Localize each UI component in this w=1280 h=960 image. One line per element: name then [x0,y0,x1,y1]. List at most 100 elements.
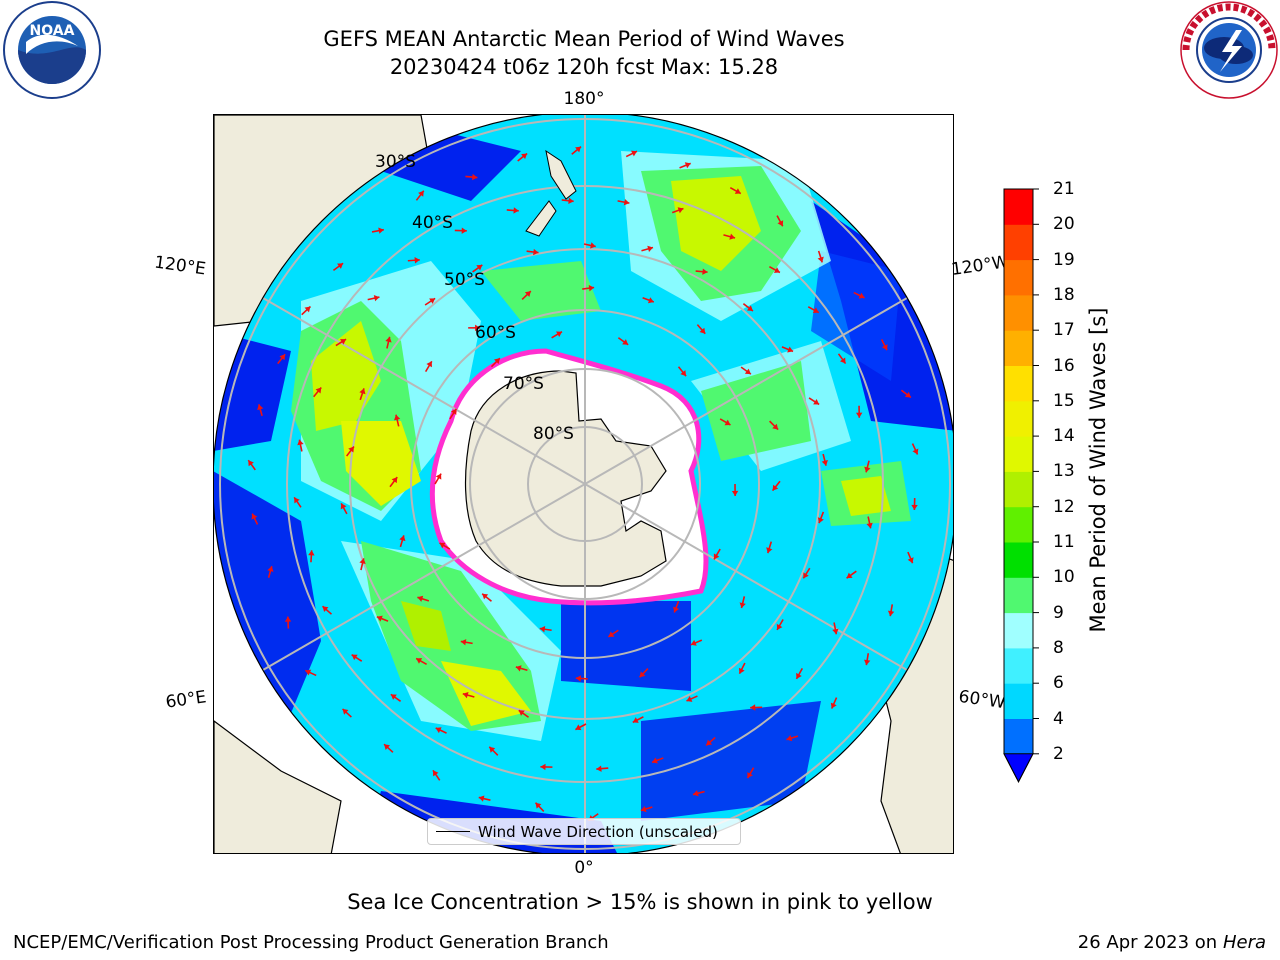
wind-arrow-head [251,513,258,520]
wind-arrow-head [535,802,542,809]
africa-land [214,720,342,853]
wind-arrow-head [304,306,311,313]
colorbar-segment [1004,542,1033,578]
wind-arrow-head [907,557,914,564]
wind-arrow-head [540,763,546,771]
wind-arrow-head [812,307,819,313]
wind-arrow-head [622,339,629,345]
wind-arrow-head [267,566,274,572]
lat-label-30s: 30°S [375,152,416,172]
wind-arrow-head [378,227,384,234]
colorbar-tick-label: 10 [1053,567,1075,588]
wind-arrow-head [297,439,304,446]
wind-arrow-head [738,667,745,674]
colorbar-tick-label: 16 [1053,355,1075,376]
wind-arrow-head [777,220,784,227]
lon-label-60w: 60°W [957,686,1007,714]
colorbar-segment [1004,259,1033,296]
legend-line-swatch [436,831,470,832]
new-zealand-land [525,149,577,237]
wind-arrow-head [699,327,706,334]
wind-arrow-head [489,746,496,753]
wind-arrow-head [342,708,349,715]
wind-arrow-head [417,595,424,602]
wind-arrow-head [766,547,773,554]
wind-arrow-head [652,757,658,764]
colorbar [1003,188,1039,783]
wind-arrow-head [864,466,871,473]
wind-arrow-head [673,606,680,613]
wind-arrow-head [858,292,865,299]
wind-arrow-head [399,535,406,542]
wind-arrow-head [776,623,783,630]
wind-arrow-head [706,739,713,746]
lon-label-0: 0° [574,858,594,878]
wind-arrow-head [623,199,630,206]
colorbar-extend-arrow [1003,753,1034,783]
noaa-logo-text: NOAA [30,23,75,39]
wind-arrow-head [533,248,539,256]
wind-arrow-head [348,446,354,453]
wind-arrow-head [639,671,646,678]
footer-credit: NCEP/EMC/Verification Post Processing Pr… [13,932,609,953]
colorbar-tick-label: 19 [1053,249,1075,270]
wind-arrow-head [631,150,637,157]
wind-arrow-head [911,504,918,511]
wind-arrow-head [855,412,863,418]
colorbar-segment [1004,294,1033,331]
wind-arrow-head [832,628,839,635]
wind-arrow-head [556,331,562,338]
wind-arrow-head [337,263,344,269]
colorbar-segment [1004,647,1033,684]
map-panel: Wind Wave Direction (unscaled) [213,114,954,854]
wind-arrow-head [340,339,347,345]
wind-arrow-head [731,490,739,496]
colorbar-tick-label: 17 [1053,320,1075,341]
wind-arrow-head [373,295,380,302]
colorbar-tick-label: 15 [1053,390,1075,411]
colorbar-tick-label: 9 [1053,602,1064,623]
wind-arrow-head [887,610,895,617]
colorbar-segment [1004,506,1033,543]
colorbar-segment [1004,330,1033,366]
wind-arrow-head [632,717,639,723]
lon-label-180: 180° [563,89,605,109]
lon-label-120w: 120°W [950,252,1010,280]
wind-arrow-head [340,503,347,510]
wind-arrow-head [724,419,731,426]
wind-arrow-head [248,460,254,467]
wind-arrow-head [391,477,398,484]
chart-subtitle: 20230424 t06z 120h fcst Max: 15.28 [389,55,779,79]
wind-arrow-head [426,361,432,368]
wind-arrow-head [750,704,756,711]
wind-arrow-head [881,344,888,351]
wind-arrow-head [904,391,911,398]
wind-arrow-head [590,242,596,249]
wind-arrow-head [359,388,366,395]
wind-arrow-head [817,517,824,524]
wind-arrow-head [746,305,753,311]
legend-label: Wind Wave Direction (unscaled) [478,822,718,841]
wind-arrow-head [747,772,753,779]
wind-arrow-head [393,414,401,421]
wind-arrow-head [684,162,691,169]
lon-label-60e: 60°E [164,687,208,713]
wind-arrow-head [772,423,779,430]
colorbar-segment [1004,400,1033,437]
wind-arrow-head [596,765,602,772]
wind-arrow-head [384,744,390,751]
wind-arrow-head [462,692,469,699]
wind-arrow-head [702,268,708,275]
wind-arrow-head [640,805,647,813]
colorbar-segment [1004,612,1033,649]
wind-arrow-head [284,616,292,622]
colorbar-segment [1004,683,1033,719]
wind-arrow-head [418,190,424,197]
colorbar-label: Mean Period of Wind Waves [s] [1086,307,1110,633]
lon-label-120e: 120°E [153,252,207,280]
wind-arrow-head [539,626,546,633]
wind-arrow-head [647,245,654,252]
wind-arrow-head [773,267,780,273]
wind-arrow-head [796,672,802,679]
lat-label-50s: 50°S [444,270,485,290]
